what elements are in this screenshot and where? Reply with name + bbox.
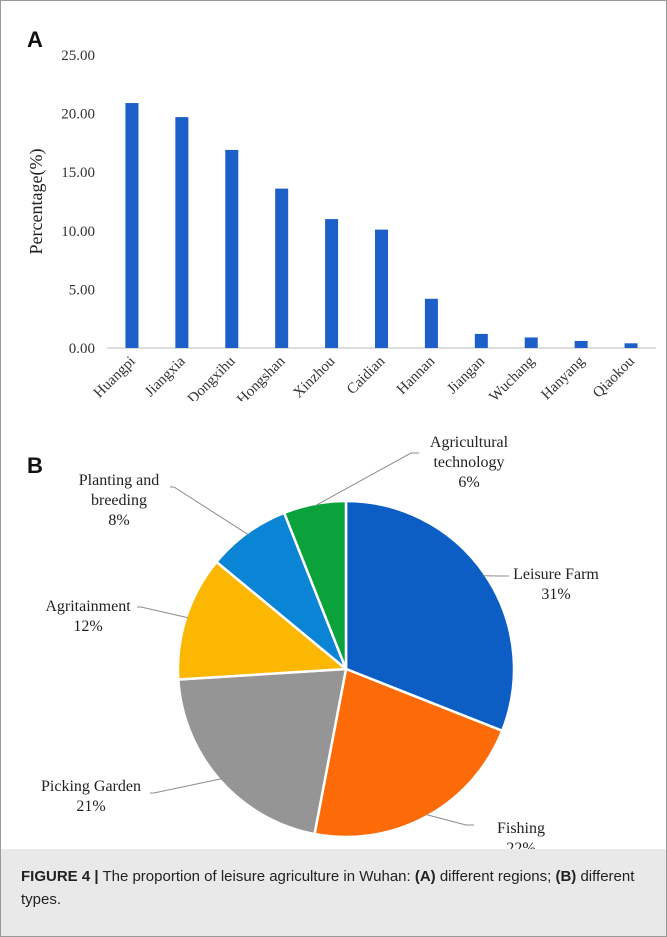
x-tick-label: Dongxihu xyxy=(185,353,239,401)
pie-label: Fishing 22% xyxy=(497,820,545,849)
bar xyxy=(474,333,488,348)
caption-prefix: FIGURE 4 | xyxy=(21,868,99,885)
pie-label: Agricultural technology 6% xyxy=(430,434,509,491)
bar xyxy=(225,149,239,348)
panel-b-pie-chart: B Leisure Farm 31% Fishing 22% Picking Garde… xyxy=(27,434,599,849)
pie-slice xyxy=(344,499,516,733)
x-tick-label: Jiangxia xyxy=(142,353,189,400)
figure-caption: FIGURE 4 | The proportion of leisure agr… xyxy=(1,849,666,936)
pie-label: Planting and breeding 8% xyxy=(79,472,159,529)
pie-slice xyxy=(177,667,348,836)
leader-line xyxy=(314,452,419,507)
bar xyxy=(424,298,438,348)
x-tick-label: Wuchang xyxy=(487,353,539,401)
caption-text-1: The proportion of leisure agriculture in… xyxy=(98,868,415,885)
caption-text-2: different regions; xyxy=(435,868,556,885)
y-tick-label: 15.00 xyxy=(61,165,95,181)
bar xyxy=(175,117,189,348)
x-tick-label: Qiaokou xyxy=(590,353,638,401)
pie-slice xyxy=(282,499,348,670)
leader-line xyxy=(137,606,189,619)
bar xyxy=(375,229,388,348)
x-tick-label: Huangpi xyxy=(91,354,139,401)
y-tick-label: 25.00 xyxy=(61,48,95,64)
bar xyxy=(624,343,638,348)
pie-label: Picking Garden 21% xyxy=(41,778,141,815)
caption-text-3: different types. xyxy=(21,868,635,908)
x-tick-label: Jiangan xyxy=(444,353,488,397)
x-tick-label: Caidian xyxy=(344,353,389,398)
x-tick-label: Xinzhou xyxy=(291,353,339,401)
bar xyxy=(524,337,538,348)
leader-line xyxy=(150,778,222,794)
pie-slice xyxy=(313,667,504,839)
y-tick-label: 5.00 xyxy=(69,282,95,298)
caption-b-ref: (B) xyxy=(555,868,577,885)
leader-line xyxy=(170,486,249,536)
y-tick-label: 0.00 xyxy=(69,341,95,357)
y-tick-label: 10.00 xyxy=(61,224,95,240)
bar xyxy=(275,188,289,348)
caption-a-ref: (A) xyxy=(414,868,436,885)
bar xyxy=(325,219,339,348)
x-tick-label: Hannan xyxy=(394,353,439,398)
x-tick-label: Hongshan xyxy=(234,353,289,401)
x-tick-label: Hanyang xyxy=(538,353,588,401)
bar xyxy=(125,103,139,348)
panel-b-label: B xyxy=(27,453,43,478)
y-axis-label: Percentage(%) xyxy=(26,149,47,255)
y-tick-label: 20.00 xyxy=(61,107,95,123)
pie-label: Leisure Farm 31% xyxy=(513,566,599,603)
panel-a-bar-chart: A 0.00 5.00 10.00 15.00 20.00 25.00 Percentage… xyxy=(26,27,656,401)
pie-label: Agritainment 12% xyxy=(45,598,131,635)
panel-a-label: A xyxy=(27,27,43,52)
bar xyxy=(574,340,588,348)
leader-line xyxy=(425,813,474,826)
